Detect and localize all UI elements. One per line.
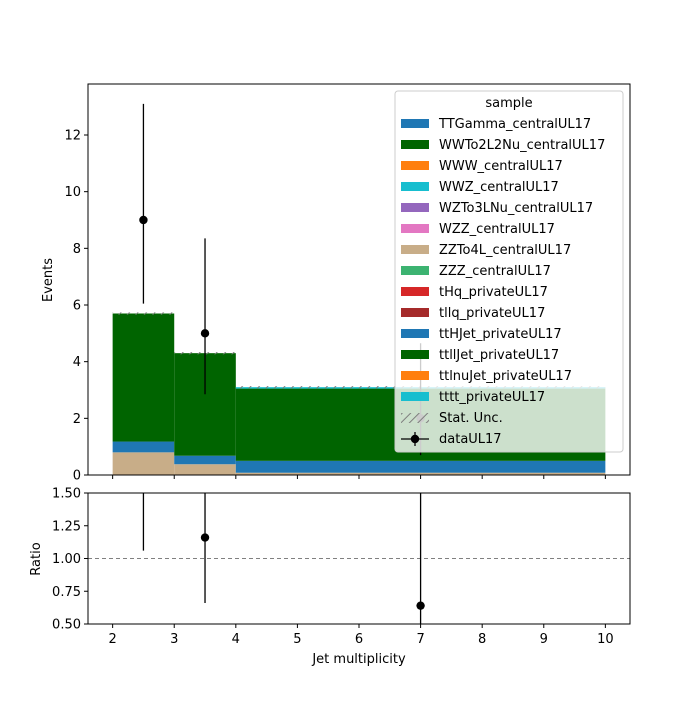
ratio-x-tick-label: 8 (478, 632, 486, 647)
ratio-y-tick-label: 0.75 (52, 585, 81, 600)
legend-label: ZZZ_centralUL17 (439, 264, 551, 279)
ratio-y-tick-label: 1.00 (52, 552, 81, 567)
ratio-x-tick-label: 4 (232, 632, 240, 647)
y-tick-label: 8 (73, 242, 81, 257)
ratio-y-tick-label: 1.25 (52, 519, 81, 534)
legend-swatch (401, 224, 429, 233)
legend-swatch (401, 308, 429, 317)
bar-segment (174, 464, 236, 475)
legend-swatch (401, 182, 429, 191)
legend: sample TTGamma_centralUL17 WWTo2L2Nu_cent… (394, 90, 624, 453)
y-tick-label: 2 (73, 412, 81, 427)
ratio-x-tick-label: 3 (170, 632, 178, 647)
legend-label: WWW_centralUL17 (439, 159, 563, 174)
legend-label: dataUL17 (439, 432, 502, 447)
legend-label: ZZTo4L_centralUL17 (439, 243, 571, 258)
legend-label: ttHJet_privateUL17 (439, 327, 562, 342)
legend-swatch (401, 140, 429, 149)
legend-label: WWTo2L2Nu_centralUL17 (439, 138, 605, 153)
ratio-points (139, 478, 425, 624)
legend-swatch (401, 287, 429, 296)
bar-segment (112, 441, 175, 453)
bar-segment (112, 313, 175, 442)
legend-frame (394, 90, 624, 453)
ratio-x-tick-label: 2 (108, 632, 116, 647)
legend-swatch (401, 392, 429, 401)
bar-segment (235, 460, 606, 473)
ratio-x-ticks: 2 3 4 5 6 7 8 9 10 (108, 624, 614, 647)
bar-segment (112, 452, 175, 475)
ratio-y-axis-label: Ratio (29, 542, 44, 575)
ratio-axes-frame (87, 492, 631, 625)
legend-label: Stat. Unc. (439, 411, 503, 426)
bar-segment (235, 472, 606, 475)
legend-label: tllq_privateUL17 (439, 306, 545, 321)
stat-unc-band (112, 312, 175, 315)
legend-label: WWZ_centralUL17 (439, 180, 559, 195)
ratio-y-tick-label: 1.50 (52, 487, 81, 502)
legend-swatch (401, 266, 429, 275)
legend-data-marker (410, 434, 420, 444)
legend-label: ttllJet_privateUL17 (439, 348, 559, 363)
ratio-point (416, 601, 425, 610)
legend-label: WZZ_centralUL17 (439, 222, 555, 237)
data-point (139, 215, 148, 225)
ratio-y-tick-label: 0.50 (52, 618, 81, 633)
legend-swatch (401, 119, 429, 128)
legend-label: tHq_privateUL17 (439, 285, 548, 300)
ratio-x-tick-label: 7 (416, 632, 424, 647)
legend-title: sample (485, 96, 532, 111)
legend-swatch (401, 161, 429, 170)
ratio-x-axis-label: Jet multiplicity (311, 652, 406, 667)
ratio-point (139, 478, 147, 486)
ratio-x-tick-label: 6 (355, 632, 363, 647)
legend-swatch (401, 245, 429, 254)
ratio-panel: 0.50 0.75 1.00 1.25 1.50 2 3 4 5 6 7 8 9 10 Ratio Je… (29, 478, 631, 667)
data-point (200, 329, 210, 338)
ratio-y-ticks: 0.50 0.75 1.00 1.25 1.50 (52, 487, 88, 633)
y-tick-label: 4 (73, 355, 81, 370)
y-tick-label: 6 (73, 299, 81, 314)
main-x-ticks (112, 475, 606, 479)
legend-swatch-unc (401, 413, 429, 423)
main-y-axis-label: Events (41, 258, 56, 302)
y-tick-label: 0 (73, 469, 81, 484)
legend-swatch (401, 350, 429, 359)
legend-label: TTGamma_centralUL17 (438, 117, 591, 132)
y-tick-label: 12 (64, 129, 81, 144)
legend-label: tttt_privateUL17 (439, 390, 545, 405)
y-tick-label: 10 (64, 185, 81, 200)
legend-label: WZTo3LNu_centralUL17 (439, 201, 593, 216)
ratio-x-tick-label: 9 (540, 632, 548, 647)
main-y-ticks: 0 2 4 6 8 10 12 (64, 129, 88, 484)
ratio-x-tick-label: 5 (293, 632, 301, 647)
legend-label: ttlnuJet_privateUL17 (439, 369, 572, 384)
legend-swatch (401, 371, 429, 380)
legend-swatch (401, 329, 429, 338)
legend-swatch (401, 203, 429, 212)
ratio-x-tick-label: 10 (597, 632, 614, 647)
bar-segment (174, 455, 236, 465)
ratio-point (200, 533, 210, 542)
